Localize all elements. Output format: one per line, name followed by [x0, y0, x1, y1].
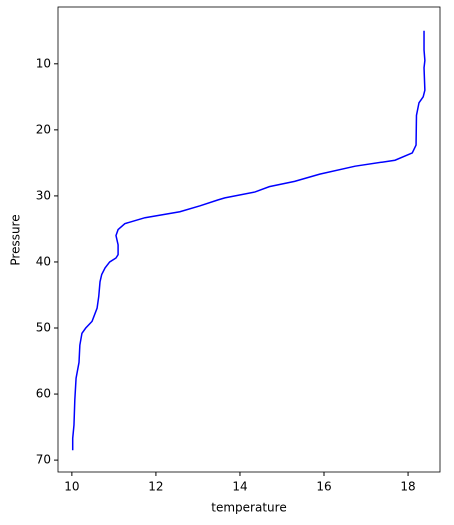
x-axis-label: temperature: [211, 501, 286, 515]
x-tick-label: 12: [148, 480, 163, 494]
x-tick-label: 18: [400, 480, 415, 494]
y-tick-label: 70: [36, 453, 51, 467]
y-tick-label: 60: [36, 387, 51, 401]
plot-frame: [57, 6, 441, 473]
x-tick-label: 16: [316, 480, 331, 494]
y-tick-label: 40: [36, 254, 51, 268]
x-tick-label: 14: [232, 480, 247, 494]
y-tick-label: 30: [36, 188, 51, 202]
y-tick-label: 10: [36, 56, 51, 70]
y-tick-label: 50: [36, 321, 51, 335]
y-tick-label: 20: [36, 122, 51, 136]
y-axis-label: Pressure: [9, 214, 23, 265]
data-line: [71, 30, 426, 451]
x-tick-label: 10: [64, 480, 79, 494]
